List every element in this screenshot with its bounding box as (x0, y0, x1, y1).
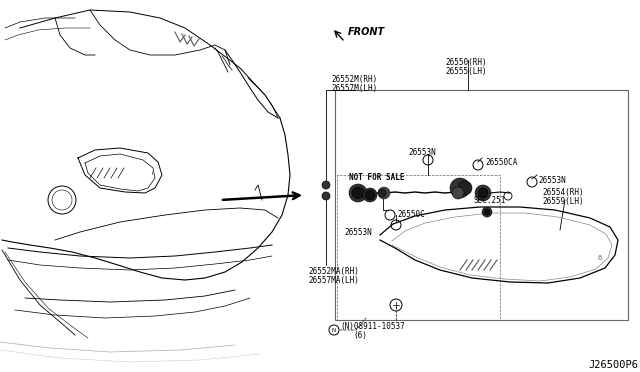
Text: i: i (151, 171, 153, 176)
Circle shape (378, 187, 390, 199)
Circle shape (482, 207, 492, 217)
Text: 26550(RH): 26550(RH) (445, 58, 486, 67)
Text: 26552M(RH): 26552M(RH) (331, 75, 377, 84)
Text: SEC.251: SEC.251 (473, 196, 506, 205)
Bar (335, 90, 628, 320)
Text: 26553N: 26553N (344, 228, 372, 237)
Text: 26550CA: 26550CA (485, 158, 517, 167)
Text: FRONT: FRONT (348, 27, 385, 37)
Circle shape (484, 209, 490, 215)
Text: 26555(LH): 26555(LH) (445, 67, 486, 76)
Text: 26557M(LH): 26557M(LH) (331, 84, 377, 93)
Text: (N)08911-10537: (N)08911-10537 (340, 322, 404, 331)
Circle shape (458, 181, 472, 195)
Circle shape (378, 189, 386, 197)
Circle shape (322, 192, 330, 200)
Text: 26553N: 26553N (538, 176, 566, 185)
Text: N: N (332, 327, 336, 333)
Text: 26550C: 26550C (397, 210, 425, 219)
Circle shape (478, 188, 488, 198)
Text: ð: ð (598, 255, 602, 261)
Text: 26554(RH): 26554(RH) (542, 188, 584, 197)
Circle shape (475, 185, 491, 201)
Text: (6): (6) (353, 331, 367, 340)
Circle shape (452, 187, 464, 199)
Text: J26500P6: J26500P6 (588, 360, 638, 370)
Circle shape (352, 187, 364, 199)
Circle shape (363, 188, 377, 202)
Circle shape (349, 184, 367, 202)
Text: 26552MA(RH): 26552MA(RH) (308, 267, 359, 276)
Circle shape (322, 181, 330, 189)
Text: 26553N: 26553N (408, 148, 436, 157)
Circle shape (365, 190, 375, 200)
Text: 26559(LH): 26559(LH) (542, 197, 584, 206)
Circle shape (450, 178, 470, 198)
Text: NOT FOR SALE: NOT FOR SALE (349, 173, 404, 182)
Text: 26557MA(LH): 26557MA(LH) (308, 276, 359, 285)
